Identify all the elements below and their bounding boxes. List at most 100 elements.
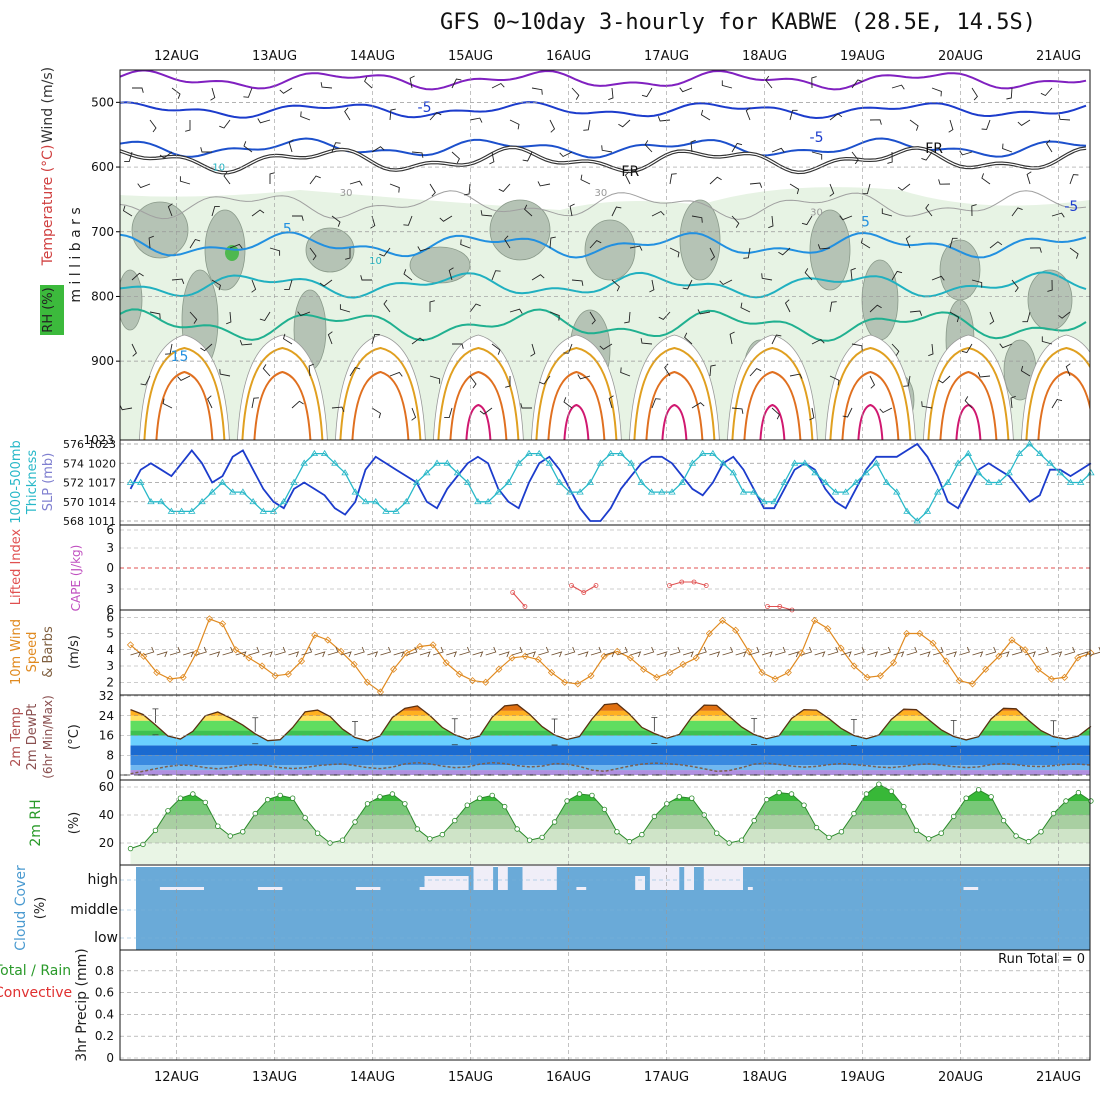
rh-point (202, 799, 209, 806)
y-tick-label: 572 (63, 477, 84, 490)
wind-speed-point (1047, 675, 1055, 683)
rh-point (277, 792, 283, 799)
thickness-point (678, 478, 686, 485)
axis-label-total-rain: Total / Rain (0, 963, 71, 979)
rh-point (364, 801, 371, 807)
thickness-point (760, 497, 768, 505)
thickness-point (852, 478, 860, 485)
rh-point (689, 795, 695, 801)
wind-barb-10m (406, 646, 418, 656)
thickness-point (923, 507, 932, 514)
wind-barb (251, 279, 257, 293)
wind-speed-point (126, 641, 135, 649)
temp-minmax-bar (551, 718, 558, 746)
y-tick-label: 2 (106, 675, 114, 689)
wind-barb-10m (288, 651, 300, 658)
wind-barb (981, 119, 991, 130)
slp-line (129, 442, 1092, 522)
wind-barb (429, 375, 441, 384)
thickness-point (137, 478, 145, 485)
wind-barb (690, 139, 696, 153)
rh-point (676, 794, 682, 800)
wind-barb (451, 151, 460, 164)
wind-barb (789, 109, 798, 121)
wind-barb-10m (275, 646, 286, 656)
cloud-cover-area (132, 867, 1090, 950)
wind-barb (411, 337, 425, 345)
wind-barb-10m (196, 646, 207, 656)
wind-speed-point (942, 657, 950, 665)
wind-barb (491, 82, 505, 89)
wind-speed-point (324, 636, 332, 644)
wind-barb (624, 311, 631, 324)
y-tick-label: 6 (106, 603, 114, 617)
wind-speed-point (574, 680, 582, 688)
wind-speed-point (666, 668, 674, 677)
wind-barb (691, 215, 703, 223)
wind-barb (300, 111, 311, 121)
y-tick-label: 3 (106, 541, 114, 555)
y-tick-label: 576 (63, 438, 84, 451)
x-tick-label-top: 16AUG (546, 49, 591, 64)
wind-barb (159, 151, 173, 159)
thickness-point (637, 478, 646, 485)
rh-point (140, 841, 146, 848)
wind-barb-10m (959, 646, 970, 656)
contour-label: 15 (171, 349, 189, 365)
high-cloud-gap (355, 887, 381, 890)
y-tick-label: 1023 (88, 438, 116, 451)
isotherm-30 (857, 403, 884, 440)
thickness-point (351, 488, 359, 495)
thickness-point (974, 469, 983, 476)
rh-humid-area (131, 201, 189, 259)
wind-barb (729, 331, 735, 345)
lifted-index-point (667, 583, 672, 588)
wind-barb (851, 151, 859, 165)
wind-barb (409, 75, 415, 89)
wind-barb-10m (511, 646, 523, 656)
wind-barb (309, 247, 317, 261)
wind-barb (964, 396, 973, 409)
wind-barb-10m (985, 646, 997, 656)
thickness-point (586, 478, 594, 485)
lifted-index-line (571, 585, 597, 594)
wind-speed-point (811, 616, 819, 625)
wind-speed-point (758, 668, 766, 677)
wind-barb (817, 244, 831, 250)
rh-humid-area (809, 209, 851, 291)
thickness-point (484, 497, 492, 505)
wind-barb (451, 78, 462, 89)
x-tick-label-bottom: 19AUG (840, 1070, 885, 1085)
wind-barb (1040, 87, 1053, 97)
y-tick-label: low (94, 930, 118, 946)
wind-speed-point (429, 641, 437, 649)
thickness-point (831, 488, 840, 495)
wind-barb (931, 275, 945, 281)
wind-barb-10m (182, 651, 194, 658)
wind-barb (189, 238, 201, 249)
wind-barb (829, 301, 837, 313)
high-cloud-gap (649, 866, 680, 890)
wind-barb (291, 400, 304, 409)
x-tick-label-bottom: 20AUG (938, 1070, 983, 1085)
wind-barb (171, 278, 185, 284)
wind-barb (1046, 139, 1053, 153)
wind-barb (959, 150, 973, 156)
wind-barb (601, 145, 613, 153)
wind-barb (971, 204, 977, 217)
wind-barb-10m (419, 651, 431, 658)
isotherm-20 (339, 346, 422, 440)
lifted-index-point (593, 583, 599, 588)
thickness-point (985, 478, 993, 485)
wind-barb (1011, 207, 1023, 217)
rh-band (130, 815, 1090, 829)
thickness-point (177, 507, 186, 514)
wind-barb-10m (498, 651, 510, 658)
contour-label: -5 (1064, 199, 1078, 215)
wind-speed-point (955, 677, 963, 685)
wind-speed-point (442, 659, 450, 667)
wind-speed-point (192, 649, 200, 657)
wind-speed-point (205, 615, 214, 623)
y-tick-label: 5 (106, 627, 114, 641)
